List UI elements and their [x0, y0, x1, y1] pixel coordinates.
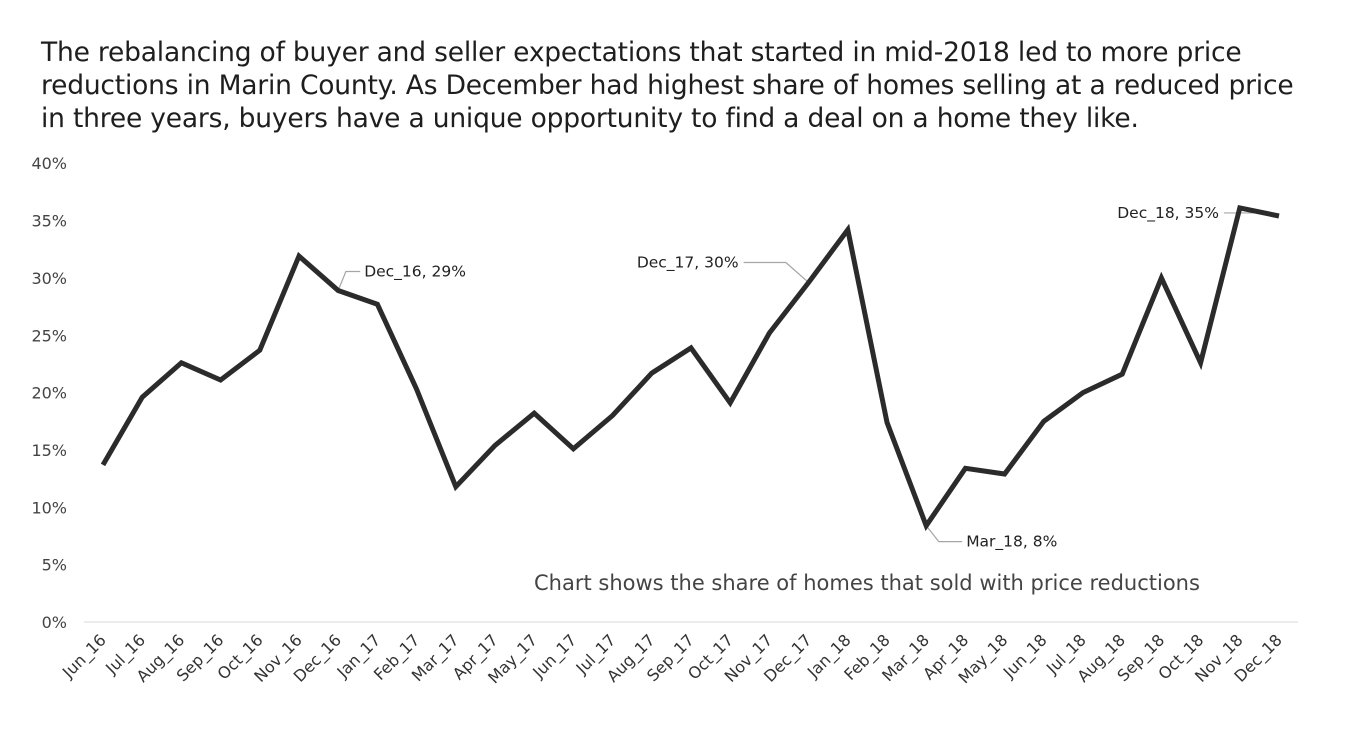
x-tick-label: Jun_18: [999, 630, 1052, 683]
data-point: [728, 401, 732, 405]
annotation-label: Dec_18, 35%: [1117, 204, 1219, 223]
y-tick-label: 25%: [31, 326, 67, 345]
y-tick-label: 5%: [42, 556, 67, 575]
data-point: [532, 411, 536, 415]
annotation-label: Dec_17, 30%: [637, 253, 739, 272]
chart-note: Chart shows the share of homes that sold…: [534, 571, 1200, 595]
y-tick-label: 0%: [42, 613, 67, 632]
x-tick-label: Jun_16: [58, 630, 111, 683]
data-point: [219, 378, 223, 382]
y-tick-label: 10%: [31, 498, 67, 517]
data-point: [297, 254, 301, 258]
data-point: [1238, 206, 1242, 210]
data-point: [650, 371, 654, 375]
data-point: [1081, 391, 1085, 395]
data-point: [571, 447, 575, 451]
annotation-leader: [337, 270, 361, 291]
x-axis: Jun_16Jul_16Aug_16Sep_16Oct_16Nov_16Dec_…: [58, 630, 1287, 688]
x-tick-label: Jun_17: [528, 630, 581, 683]
y-tick-label: 15%: [31, 441, 67, 460]
data-point: [375, 302, 379, 306]
data-point: [846, 228, 850, 232]
data-point: [767, 331, 771, 335]
data-point: [179, 361, 183, 365]
data-point: [415, 387, 419, 391]
data-point: [885, 420, 889, 424]
annotations: Dec_16, 29% Dec_17, 30% Mar_18, 8% Dec_18, …: [364, 204, 1219, 552]
data-point: [1277, 214, 1281, 218]
annotation-label: Dec_16, 29%: [364, 263, 466, 282]
annotation-label: Mar_18, 8%: [966, 533, 1057, 552]
data-point: [924, 524, 928, 528]
data-point: [101, 463, 105, 467]
chart-headline: The rebalancing of buyer and seller expe…: [41, 37, 1294, 134]
data-point: [258, 348, 262, 352]
data-point: [689, 346, 693, 350]
y-axis: 0% 5% 10% 15% 20% 25% 30% 35% 40%: [31, 154, 67, 632]
data-point: [493, 443, 497, 447]
data-point: [140, 395, 144, 399]
y-tick-label: 35%: [31, 212, 67, 231]
y-tick-label: 30%: [31, 269, 67, 288]
y-tick-label: 20%: [31, 384, 67, 403]
data-point: [1159, 276, 1163, 280]
data-point: [1199, 361, 1203, 365]
data-point: [454, 485, 458, 489]
y-tick-label: 40%: [31, 154, 67, 173]
annotation-leader: [743, 261, 809, 283]
data-point: [336, 289, 340, 293]
data-point: [1120, 372, 1124, 376]
data-point: [963, 466, 967, 470]
data-point: [1003, 472, 1007, 476]
data-point: [611, 414, 615, 418]
data-point: [1042, 419, 1046, 423]
series-line: [100, 204, 1280, 532]
annotation-leaders: [337, 212, 1280, 543]
annotation-leader: [925, 525, 963, 543]
data-point: [807, 280, 811, 284]
